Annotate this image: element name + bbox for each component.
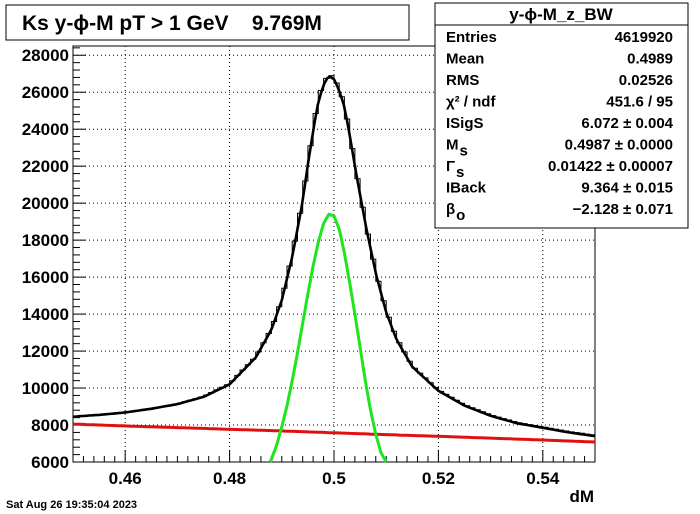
stats-name: y-ϕ-M_z_BW: [509, 5, 613, 24]
x-axis-label: dM: [569, 487, 594, 506]
stat-label: Mean: [446, 51, 484, 68]
y-tick-labels: 6000 8000 10000 12000 14000 16000 18000 20000 22…: [22, 46, 69, 472]
stat-value: 0.4989: [627, 51, 673, 68]
y-tick-label: 12000: [22, 342, 69, 361]
plot-series: [72, 75, 596, 463]
chart-title: Ks y-ϕ-M pT > 1 GeV 9.769M: [22, 12, 322, 35]
background-curve: [72, 422, 596, 444]
x-tick-label: 0.52: [422, 469, 455, 488]
y-tick-label: 28000: [22, 46, 69, 65]
y-tick-label: 16000: [22, 268, 69, 287]
stat-label: M: [446, 137, 459, 154]
total-fit-curve: [72, 75, 596, 438]
y-tick-label: 18000: [22, 231, 69, 250]
x-tick-label: 0.48: [213, 469, 246, 488]
x-tick-label: 0.5: [322, 469, 346, 488]
stat-label: Γ: [446, 158, 455, 175]
stat-value: 451.6 / 95: [606, 94, 673, 111]
stat-label: RMS: [446, 72, 479, 89]
stat-value: 0.02526: [619, 72, 673, 89]
stat-value: 9.364 ± 0.015: [581, 180, 673, 197]
stat-label: β: [446, 201, 455, 218]
stat-value: −2.128 ± 0.071: [573, 201, 673, 218]
stat-label-subscript: s: [456, 164, 464, 181]
stats-box: y-ϕ-M_z_BW Entries 4619920 Mean 0.4989 RMS 0.…: [434, 2, 689, 229]
y-tick-label: 26000: [22, 83, 69, 102]
stats-box-frame: [434, 2, 689, 229]
title-box: [5, 4, 410, 41]
grid-lines: [73, 46, 595, 462]
y-tick-label: 10000: [22, 379, 69, 398]
y-tick-label: 8000: [31, 416, 69, 435]
stat-label: χ² / ndf: [446, 94, 496, 111]
stat-value: 4619920: [615, 29, 673, 46]
stat-value: 0.01422 ± 0.00007: [548, 158, 673, 175]
y-tick-label: 24000: [22, 120, 69, 139]
stat-label: Entries: [446, 29, 497, 46]
y-tick-label: 20000: [22, 194, 69, 213]
stat-label: ISigS: [446, 115, 484, 132]
y-tick-label: 6000: [31, 453, 69, 472]
x-tick-labels: 0.46 0.48 0.5 0.52 0.54: [109, 469, 560, 488]
signal-curve: [268, 212, 388, 463]
timestamp: Sat Aug 26 19:35:04 2023: [6, 499, 137, 511]
x-tick-label: 0.54: [526, 469, 560, 488]
stat-label-subscript: o: [456, 207, 465, 224]
stat-label: IBack: [446, 180, 487, 197]
x-tick-label: 0.46: [109, 469, 142, 488]
stat-value: 0.4987 ± 0.0000: [565, 137, 673, 154]
y-tick-label: 14000: [22, 305, 69, 324]
stats-rows: Entries 4619920 Mean 0.4989 RMS 0.02526 χ² / n…: [446, 29, 674, 224]
stat-value: 6.072 ± 0.004: [581, 115, 673, 132]
y-tick-label: 22000: [22, 157, 69, 176]
stat-label-subscript: s: [460, 143, 468, 160]
